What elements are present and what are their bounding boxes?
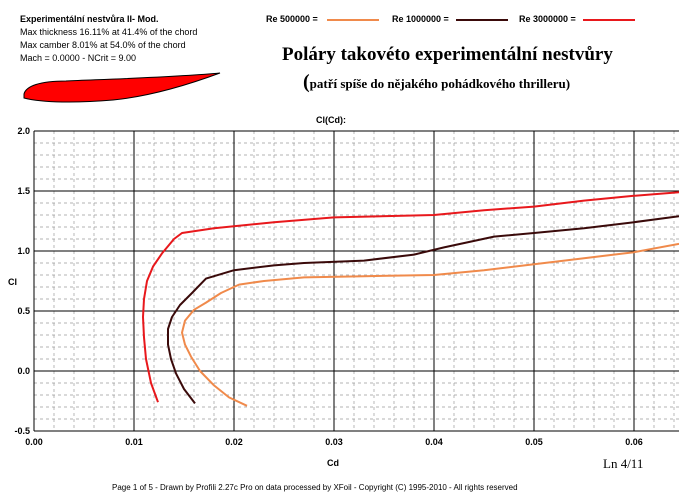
x-tick-label: 0.00 bbox=[25, 437, 43, 447]
page-title: Poláry takovéto experimentální nestvůry bbox=[282, 44, 613, 65]
subtitle-text: patří spíše do nějakého pohádkového thri… bbox=[309, 76, 571, 91]
x-tick-label: 0.01 bbox=[125, 437, 143, 447]
subtitle-open-paren: ( bbox=[303, 71, 310, 93]
mach-ncrit-text: Mach = 0.0000 - NCrit = 9.00 bbox=[20, 53, 137, 63]
series-line-0 bbox=[181, 242, 679, 407]
series-line-2 bbox=[142, 191, 679, 403]
minor-grid bbox=[34, 131, 679, 431]
max-thickness-text: Max thickness 16.11% at 41.4% of the cho… bbox=[20, 27, 198, 37]
legend-label-re3m: Re 3000000 = bbox=[519, 14, 576, 24]
series-line-1 bbox=[167, 215, 679, 405]
chart-title: Cl(Cd): bbox=[316, 115, 346, 125]
legend-swatch-re500k bbox=[327, 19, 379, 21]
y-tick-label: 1.5 bbox=[17, 186, 30, 196]
x-tick-label: 0.05 bbox=[525, 437, 543, 447]
y-tick-label: 1.0 bbox=[17, 246, 30, 256]
airfoil-name: Experimentální nestvůra II- Mod. bbox=[20, 14, 159, 24]
legend-label-re500k: Re 500000 = bbox=[266, 14, 318, 24]
series-lines bbox=[142, 191, 679, 407]
page-number-tag: Ln 4/11 bbox=[603, 456, 644, 471]
footer-credits: Page 1 of 5 - Drawn by Profili 2.27c Pro… bbox=[112, 483, 518, 492]
x-tick-label: 0.02 bbox=[225, 437, 243, 447]
y-tick-label: -0.5 bbox=[14, 426, 30, 436]
airfoil-shape bbox=[23, 72, 221, 103]
x-tick-label: 0.04 bbox=[425, 437, 443, 447]
legend-swatch-re1m bbox=[456, 19, 508, 21]
x-tick-label: 0.03 bbox=[325, 437, 343, 447]
y-tick-label: 0.0 bbox=[17, 366, 30, 376]
max-camber-text: Max camber 8.01% at 54.0% of the chord bbox=[20, 40, 186, 50]
major-grid bbox=[33, 130, 679, 432]
y-tick-label: 0.5 bbox=[17, 306, 30, 316]
x-tick-label: 0.06 bbox=[625, 437, 643, 447]
legend-label-re1m: Re 1000000 = bbox=[392, 14, 449, 24]
page-subtitle: (patří spíše do nějakého pohádkového thr… bbox=[303, 71, 570, 94]
tick-labels: 0.00 0.01 0.02 0.03 0.04 0.05 0.06 2.0 1.5 1.0 0.5… bbox=[14, 126, 642, 447]
y-tick-label: 2.0 bbox=[17, 126, 30, 136]
legend-swatch-re3m bbox=[583, 19, 635, 21]
x-axis-label: Cd bbox=[327, 458, 339, 468]
y-axis-label: Cl bbox=[8, 277, 17, 287]
